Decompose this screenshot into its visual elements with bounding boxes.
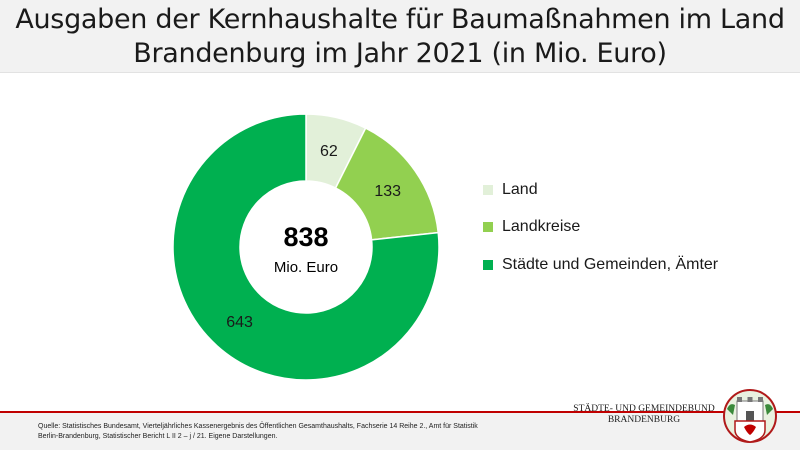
slice-data-label: 133 xyxy=(374,183,401,200)
footer-divider xyxy=(0,411,800,413)
title-line-2: Brandenburg im Jahr 2021 (in Mio. Euro) xyxy=(133,38,667,69)
legend-item: Land xyxy=(483,180,718,199)
coat-of-arms-icon xyxy=(723,389,777,443)
legend-item: Landkreise xyxy=(483,218,718,237)
slice-data-label: 62 xyxy=(320,143,338,160)
chart-slices xyxy=(172,113,440,381)
legend-item: Städte und Gemeinden, Ämter xyxy=(483,255,718,274)
center-total-value: 838 xyxy=(283,222,328,252)
title-line-1: Ausgaben der Kernhaushalte für Baumaßnah… xyxy=(15,4,785,35)
organization-line-2: BRANDENBURG xyxy=(607,415,681,425)
organization-name: STÄDTE- UND GEMEINDEBUND BRANDENBURG xyxy=(560,404,728,426)
donut-chart: 62 133 643 838 Mio. Euro xyxy=(172,113,440,381)
chart-legend: Land Landkreise Städte und Gemeinden, Ämte… xyxy=(483,180,718,293)
legend-label: Land xyxy=(502,180,538,198)
source-note: Quelle: Statistisches Bundesamt, Viertel… xyxy=(38,422,558,442)
footer-band xyxy=(0,413,800,450)
center-total-unit: Mio. Euro xyxy=(274,259,338,276)
donut-slice xyxy=(172,113,440,381)
title-bar xyxy=(0,0,800,73)
legend-swatch xyxy=(483,222,493,232)
organization-line-1: STÄDTE- UND GEMEINDEBUND xyxy=(573,404,715,414)
legend-swatch xyxy=(483,259,493,270)
legend-label: Städte und Gemeinden, Ämter xyxy=(502,255,719,273)
chart-data-labels: 62 133 643 xyxy=(226,143,401,331)
source-line-2: Berlin-Brandenburg, Statistischer Berich… xyxy=(38,433,278,440)
legend-swatch xyxy=(483,184,493,195)
slice-data-label: 643 xyxy=(226,314,253,331)
source-line-1: Quelle: Statistisches Bundesamt, Viertel… xyxy=(38,423,478,430)
page-title: Ausgaben der Kernhaushalte für Baumaßnah… xyxy=(0,3,800,71)
legend-label: Landkreise xyxy=(502,218,581,235)
